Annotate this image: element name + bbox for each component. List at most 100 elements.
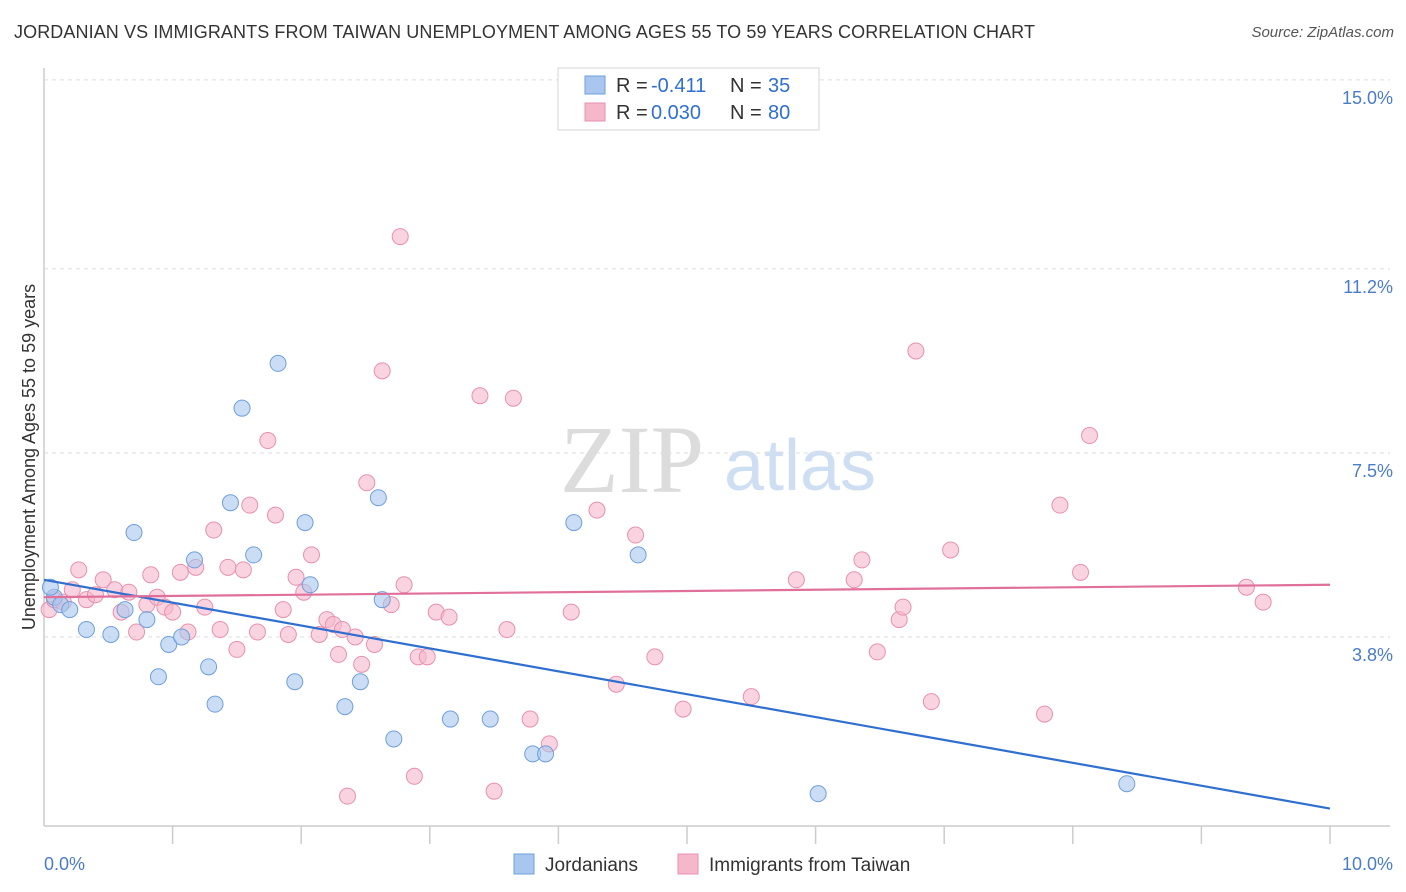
point-jordanians-17 xyxy=(269,354,287,372)
point-jordanians-26 xyxy=(441,710,459,728)
point-taiwan-43 xyxy=(358,474,376,492)
point-jordanians-27 xyxy=(481,710,499,728)
stats-swatch-pink xyxy=(584,102,606,122)
point-taiwan-73 xyxy=(907,342,925,360)
axes xyxy=(43,68,1390,827)
point-taiwan-55 xyxy=(485,782,503,800)
y-tick-labels: 3.8% 7.5% 11.2% 15.0% xyxy=(1342,88,1393,665)
point-taiwan-34 xyxy=(302,546,320,564)
point-taiwan-42 xyxy=(353,655,371,673)
point-taiwan-64 xyxy=(646,648,664,666)
point-taiwan-51 xyxy=(418,648,436,666)
point-jordanians-34 xyxy=(41,578,59,596)
point-jordanians-4 xyxy=(102,626,120,643)
point-taiwan-48 xyxy=(395,576,413,594)
source-credit: Source: ZipAtlas.com xyxy=(1251,24,1394,41)
point-jordanians-31 xyxy=(629,546,647,564)
point-taiwan-24 xyxy=(228,640,246,658)
legend: Jordanians Immigrants from Taiwan xyxy=(513,853,910,876)
point-taiwan-38 xyxy=(329,645,347,663)
point-taiwan-58 xyxy=(521,710,539,728)
watermark-atlas: atlas xyxy=(724,426,876,506)
y-axis-label: Unemployment Among Ages 55 to 59 years xyxy=(19,284,39,630)
point-taiwan-21 xyxy=(205,521,223,539)
point-jordanians-32 xyxy=(809,785,827,803)
x-tick-marks xyxy=(171,826,1331,844)
point-taiwan-54 xyxy=(471,387,489,405)
point-taiwan-77 xyxy=(1051,496,1069,514)
point-jordanians-11 xyxy=(185,551,203,569)
point-taiwan-78 xyxy=(1072,563,1090,581)
point-jordanians-9 xyxy=(160,635,178,653)
point-jordanians-13 xyxy=(206,695,224,713)
point-taiwan-45 xyxy=(373,362,391,380)
point-taiwan-22 xyxy=(211,621,229,639)
series-jordanians xyxy=(41,354,1136,803)
point-taiwan-63 xyxy=(627,526,645,544)
point-taiwan-16 xyxy=(164,603,182,621)
point-jordanians-10 xyxy=(173,628,191,646)
point-taiwan-47 xyxy=(391,228,409,246)
point-jordanians-24 xyxy=(373,591,391,609)
point-taiwan-57 xyxy=(504,389,522,407)
legend-label-taiwan: Immigrants from Taiwan xyxy=(709,855,910,876)
grid-lines xyxy=(44,79,1390,638)
point-taiwan-81 xyxy=(1254,593,1272,611)
point-taiwan-70 xyxy=(868,643,886,661)
point-jordanians-19 xyxy=(296,514,314,532)
watermark-zip: ZIP xyxy=(560,406,704,513)
point-taiwan-69 xyxy=(853,551,871,569)
point-taiwan-65 xyxy=(674,700,692,718)
stats-swatch-blue xyxy=(584,75,606,95)
stats-n-label-2: N = xyxy=(730,102,762,124)
point-taiwan-7 xyxy=(94,571,112,589)
point-taiwan-11 xyxy=(128,623,146,641)
trend-lines xyxy=(43,578,1331,810)
y-tick-label-2: 11.2% xyxy=(1343,277,1393,297)
point-taiwan-32 xyxy=(287,568,305,586)
point-jordanians-29 xyxy=(537,745,555,763)
stats-n-value-2: 80 xyxy=(768,102,790,124)
series-immigrants-from-taiwan xyxy=(40,228,1272,805)
legend-swatch-taiwan xyxy=(677,853,699,875)
stats-r-label-2: R = xyxy=(616,102,648,124)
point-jordanians-16 xyxy=(245,546,263,564)
y-tick-label-0: 3.8% xyxy=(1352,645,1393,665)
point-taiwan-8 xyxy=(106,581,124,599)
stats-n-label-1: N = xyxy=(730,75,762,97)
point-jordanians-3 xyxy=(77,621,95,639)
point-taiwan-13 xyxy=(142,566,160,584)
point-taiwan-74 xyxy=(922,693,940,711)
point-taiwan-53 xyxy=(440,608,458,626)
point-jordanians-23 xyxy=(369,489,387,507)
point-jordanians-30 xyxy=(565,514,583,532)
point-taiwan-68 xyxy=(845,571,863,589)
point-jordanians-7 xyxy=(138,611,156,629)
point-taiwan-49 xyxy=(405,767,423,785)
point-taiwan-76 xyxy=(1036,705,1054,723)
chart-title: JORDANIAN VS IMMIGRANTS FROM TAIWAN UNEM… xyxy=(14,22,1036,42)
point-taiwan-66 xyxy=(742,688,760,706)
point-taiwan-40 xyxy=(338,787,356,805)
point-jordanians-5 xyxy=(116,601,134,619)
point-taiwan-10 xyxy=(120,583,138,601)
point-taiwan-79 xyxy=(1081,427,1099,445)
stats-r-label-1: R = xyxy=(616,75,648,97)
legend-label-jordanians: Jordanians xyxy=(545,855,638,876)
point-taiwan-27 xyxy=(248,623,266,641)
x-tick-label-min: 0.0% xyxy=(44,854,85,874)
point-jordanians-22 xyxy=(351,673,369,691)
point-taiwan-67 xyxy=(787,571,805,589)
point-taiwan-23 xyxy=(219,558,237,576)
point-jordanians-21 xyxy=(336,698,354,716)
stats-r-value-1: -0.411 xyxy=(651,75,706,97)
point-jordanians-14 xyxy=(221,494,239,512)
point-jordanians-2 xyxy=(61,601,79,619)
point-taiwan-31 xyxy=(279,626,297,643)
point-taiwan-4 xyxy=(70,561,88,579)
stats-r-value-2: 0.030 xyxy=(651,102,701,124)
legend-swatch-jordanians xyxy=(513,853,535,875)
trend-line-taiwan xyxy=(43,583,1331,599)
stats-box: R = -0.411 N = 35 R = 0.030 N = 80 xyxy=(557,67,820,131)
